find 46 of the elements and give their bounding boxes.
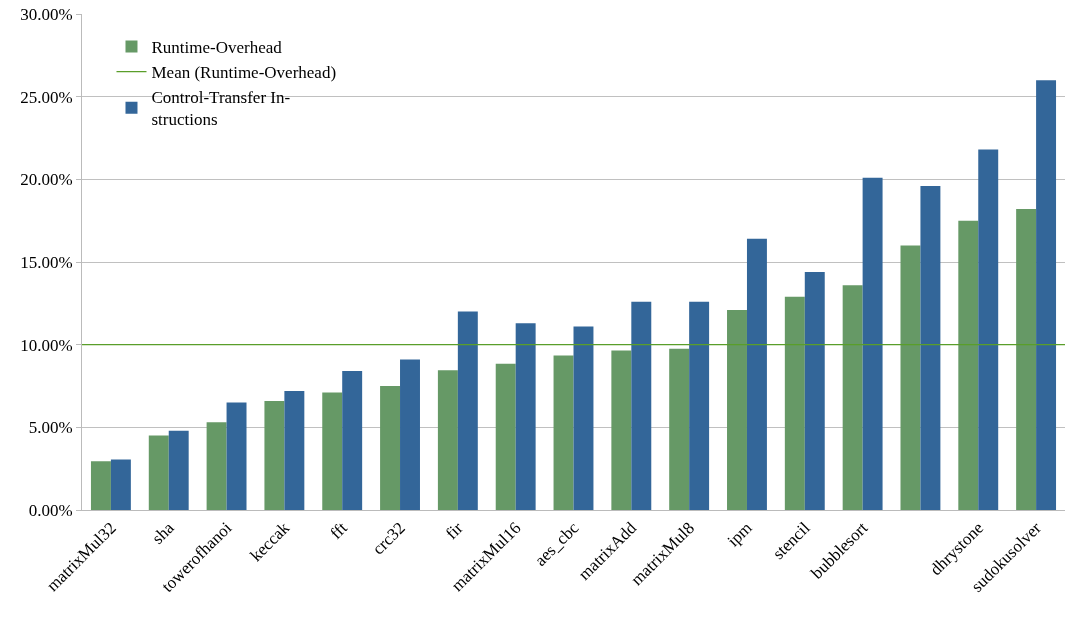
bar <box>978 149 999 510</box>
bar <box>322 392 343 510</box>
bar <box>1016 209 1037 510</box>
x-tick-label: fft <box>326 518 352 543</box>
legend-label: Control-Transfer In- structions <box>151 88 291 130</box>
bar <box>631 301 652 510</box>
y-tick-label: 20.00% <box>20 170 73 190</box>
bar <box>746 238 767 510</box>
y-tick-label: 30.00% <box>20 4 73 24</box>
bar <box>727 309 747 510</box>
bar <box>611 350 632 510</box>
legend-label: Runtime-Overhead <box>151 38 283 58</box>
y-tick-label: 25.00% <box>20 87 73 107</box>
bar <box>457 311 478 510</box>
bar <box>669 348 690 510</box>
y-tick-label: 0.00% <box>28 500 73 520</box>
bar <box>226 402 247 510</box>
bar <box>553 355 574 510</box>
y-tick-label: 15.00% <box>20 252 73 272</box>
bar <box>342 371 363 510</box>
bar <box>148 435 169 510</box>
bar <box>168 430 189 510</box>
bar <box>380 386 401 510</box>
bar <box>284 390 305 510</box>
bar <box>90 461 111 510</box>
bar <box>437 370 458 510</box>
x-tick-label: ipm <box>723 518 756 551</box>
bar <box>1036 80 1057 510</box>
bar <box>206 422 227 510</box>
bar <box>689 301 710 510</box>
bar <box>110 459 131 510</box>
bar <box>515 323 536 510</box>
bar <box>958 220 979 510</box>
bar <box>264 400 285 510</box>
bar <box>784 296 805 510</box>
bar <box>495 363 516 510</box>
bar <box>862 177 883 510</box>
bar <box>900 245 921 510</box>
y-tick-label: 10.00% <box>20 335 73 355</box>
bar <box>804 271 825 510</box>
bar <box>400 359 420 510</box>
bar <box>842 285 863 510</box>
y-tick-label: 5.00% <box>28 418 73 438</box>
bar <box>573 326 594 510</box>
legend-label: Mean (Runtime-Overhead) <box>151 63 337 83</box>
bar <box>920 185 941 510</box>
